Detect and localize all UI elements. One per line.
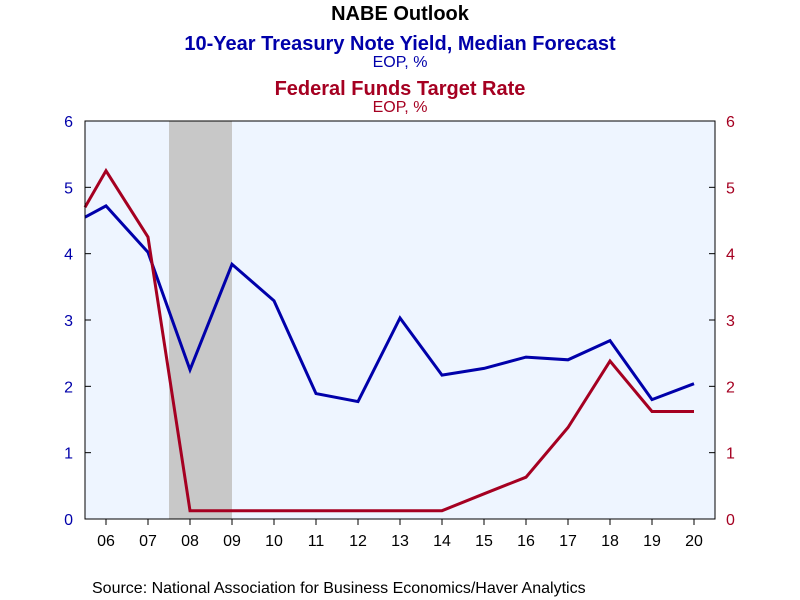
x-tick-label: 20 [685,533,703,550]
x-tick-label: 17 [559,533,577,550]
y-right-tick-label: 5 [726,180,735,197]
y-left-tick-label: 3 [64,313,73,330]
y-right-tick-label: 4 [726,247,735,264]
y-left-tick-label: 1 [64,446,73,463]
x-tick-label: 07 [139,533,157,550]
x-tick-label: 19 [643,533,661,550]
x-tick-label: 06 [97,533,115,550]
x-tick-label: 08 [181,533,199,550]
y-left-tick-label: 6 [64,114,73,131]
y-right-tick-label: 3 [726,313,735,330]
x-tick-label: 14 [433,533,451,550]
y-right-tick-label: 6 [726,114,735,131]
x-tick-label: 15 [475,533,493,550]
x-tick-label: 16 [517,533,535,550]
y-left-tick-label: 5 [64,180,73,197]
series-2-unit: EOP, % [373,99,428,116]
x-tick-label: 11 [308,533,325,550]
x-tick-label: 13 [391,533,409,550]
y-left-tick-label: 2 [64,379,73,396]
recession-band [169,121,232,519]
x-tick-label: 09 [223,533,241,550]
y-right-tick-label: 2 [726,379,735,396]
series-1-unit: EOP, % [373,54,428,71]
source-note: Source: National Association for Busines… [92,580,586,597]
series-1-title: 10-Year Treasury Note Yield, Median Fore… [184,33,616,55]
series-line-2 [83,167,694,513]
y-right-tick-label: 0 [726,512,735,529]
x-tick-label: 10 [265,533,283,550]
series-line-1 [84,204,695,404]
y-right-tick-label: 1 [726,446,735,463]
y-left-tick-label: 4 [64,247,73,264]
chart-title: NABE Outlook [331,3,470,25]
x-tick-label: 18 [601,533,619,550]
y-left-tick-label: 0 [64,512,73,529]
series-2-title: Federal Funds Target Rate [275,78,526,100]
x-tick-label: 12 [349,533,367,550]
